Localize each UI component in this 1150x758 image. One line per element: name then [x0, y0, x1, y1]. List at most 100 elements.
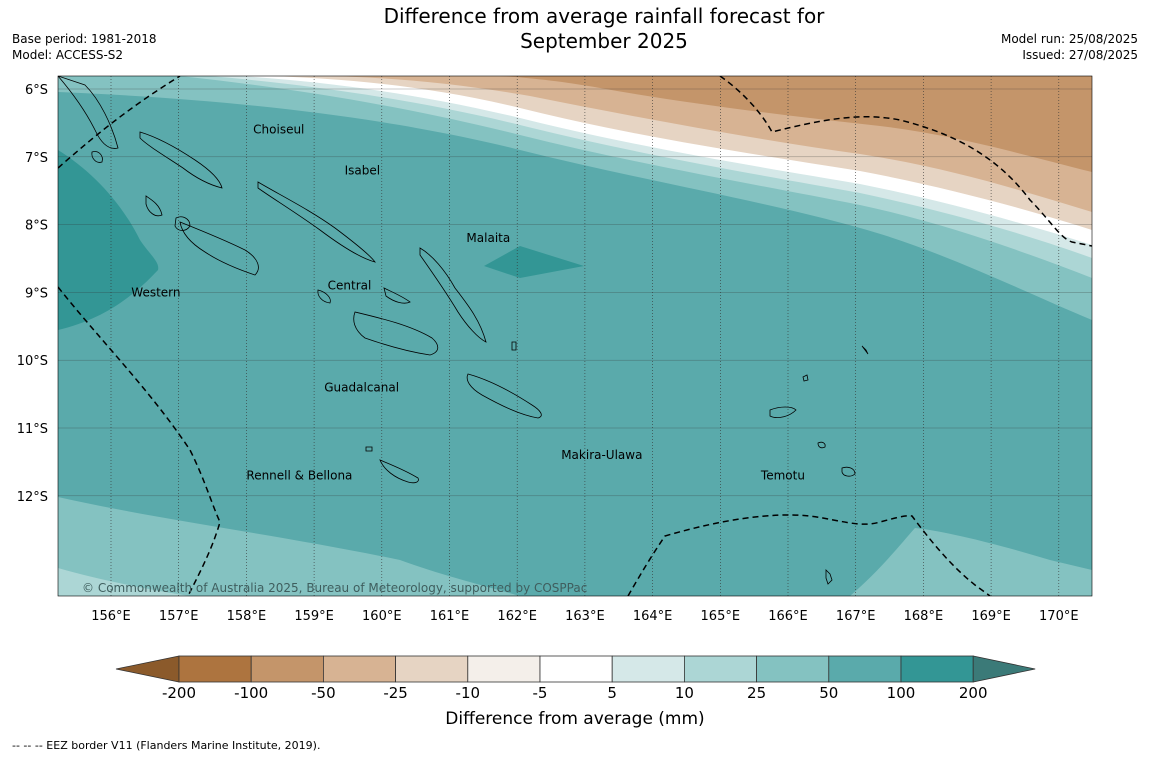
colorbar-swatch: [756, 655, 830, 683]
lon-label: 165°E: [701, 609, 741, 624]
base-period: Base period: 1981-2018: [12, 32, 157, 46]
colorbar-tick-label: 10: [675, 684, 694, 702]
colorbar-high-extend: [972, 655, 1036, 683]
lat-label: 8°S: [25, 219, 48, 234]
shortland-island: [91, 151, 103, 163]
title-line-2: September 2025: [520, 29, 688, 53]
place-label: Isabel: [345, 163, 380, 177]
colorbar-swatch: [611, 655, 685, 683]
colorbar-tick-label: 200: [959, 684, 988, 702]
colorbar-swatch: [178, 655, 252, 683]
title-line-1: Difference from average rainfall forecas…: [383, 4, 825, 28]
band-dry-50: [500, 76, 1092, 172]
eez-north-west: [58, 76, 181, 169]
colorbar-tick-label: -200: [162, 684, 196, 702]
colorbar-label: Difference from average (mm): [445, 709, 705, 729]
colorbar: -200 -100 -50 -25 -10 -5 5 10 25 50 100 200: [115, 655, 1036, 702]
colorbar-tick-label: -5: [533, 684, 548, 702]
run-info: Model run: 25/08/2025 Issued: 27/08/2025: [1001, 31, 1138, 63]
bellona-island: [365, 446, 373, 452]
eez-south-east: [627, 514, 991, 596]
rennell-island: [379, 459, 419, 484]
colorbar-tick-label: -100: [234, 684, 268, 702]
place-label: Western: [131, 285, 180, 299]
lat-label: 11°S: [17, 422, 48, 437]
lon-label: 157°E: [159, 609, 199, 624]
band-south: [58, 497, 520, 596]
lon-label: 167°E: [836, 609, 876, 624]
graticule: [58, 76, 1092, 596]
lon-label: 158°E: [227, 609, 267, 624]
place-label: Malaita: [466, 231, 510, 245]
colorbar-tick-label: 25: [747, 684, 766, 702]
wet-patch-west: [58, 150, 159, 330]
malaita-island: [419, 247, 487, 343]
vella-lavella-island: [145, 195, 163, 217]
model-name: Model: ACCESS-S2: [12, 48, 124, 62]
makira-island: [466, 373, 542, 419]
colorbar-swatch: [900, 655, 974, 683]
colorbar-swatch: [395, 655, 469, 683]
utupua-island: [817, 441, 826, 449]
wet-patch-malaita: [484, 246, 584, 278]
colorbar-swatch: [684, 655, 758, 683]
isabel-island: [257, 181, 376, 263]
colorbar-tick-label: -10: [456, 684, 481, 702]
ulawa-island: [511, 341, 517, 351]
santa-cruz-island: [769, 406, 797, 418]
lat-label: 12°S: [17, 490, 48, 505]
lat-label: 7°S: [25, 151, 48, 166]
colorbar-tick-label: 50: [819, 684, 838, 702]
colorbar-swatch: [828, 655, 902, 683]
vanikoro-island: [841, 466, 856, 477]
colorbar-swatch: [322, 655, 396, 683]
choiseul-island: [139, 131, 223, 189]
lon-label: 162°E: [497, 609, 537, 624]
place-label: Temotu: [760, 468, 805, 482]
lon-label: 159°E: [294, 609, 334, 624]
model-run: Model run: 25/08/2025: [1000, 32, 1138, 46]
map-field: [58, 76, 1092, 596]
colorbar-tick-label: 100: [887, 684, 916, 702]
russell-islands: [317, 289, 331, 304]
florida-islands: [383, 287, 411, 304]
colorbar-low-extend: [115, 655, 180, 683]
longitude-labels: 156°E 157°E 158°E 159°E 160°E 161°E 162°E 163°E…: [91, 609, 1078, 624]
lon-label: 163°E: [565, 609, 605, 624]
colorbar-swatch: [539, 655, 613, 683]
lon-label: 164°E: [633, 609, 673, 624]
place-label: Rennell & Bellona: [246, 468, 352, 482]
map-frame: [57, 75, 1093, 597]
base-info: Base period: 1981-2018 Model: ACCESS-S2: [12, 31, 157, 63]
eez-footnote: -- -- -- EEZ border V11 (Flanders Marine…: [12, 739, 321, 752]
map-title: Difference from average rainfall forecas…: [354, 4, 854, 54]
latitude-labels: 6°S 7°S 8°S 9°S 10°S 11°S 12°S: [17, 83, 48, 505]
islands: [58, 76, 869, 585]
place-labels: Choiseul Isabel Malaita Western Central Guada…: [131, 123, 805, 483]
issued-date: Issued: 27/08/2025: [1022, 48, 1138, 62]
new-georgia-islands: [179, 221, 259, 276]
eez-south-west: [58, 286, 221, 596]
eez-border: [58, 76, 1092, 596]
place-label: Guadalcanal: [324, 380, 399, 394]
band-south-light: [58, 568, 190, 596]
place-label: Makira-Ulawa: [561, 448, 642, 462]
copyright-text: © Commonwealth of Australia 2025, Bureau…: [82, 581, 587, 595]
lat-label: 10°S: [17, 354, 48, 369]
reef-islands: [802, 374, 809, 382]
band-south-east: [850, 528, 1092, 596]
colorbar-swatch: [250, 655, 324, 683]
kolombangara-island: [174, 216, 191, 231]
lon-label: 169°E: [971, 609, 1011, 624]
eez-north-east: [719, 76, 1092, 247]
lon-label: 160°E: [362, 609, 402, 624]
lon-label: 170°E: [1039, 609, 1079, 624]
lon-label: 166°E: [768, 609, 808, 624]
lon-label: 161°E: [430, 609, 470, 624]
place-label: Choiseul: [253, 123, 304, 137]
guadalcanal-island: [353, 311, 439, 356]
colorbar-tick-label: -50: [311, 684, 336, 702]
tikopia-islands: [825, 569, 833, 585]
bougainville-coast: [58, 76, 119, 149]
